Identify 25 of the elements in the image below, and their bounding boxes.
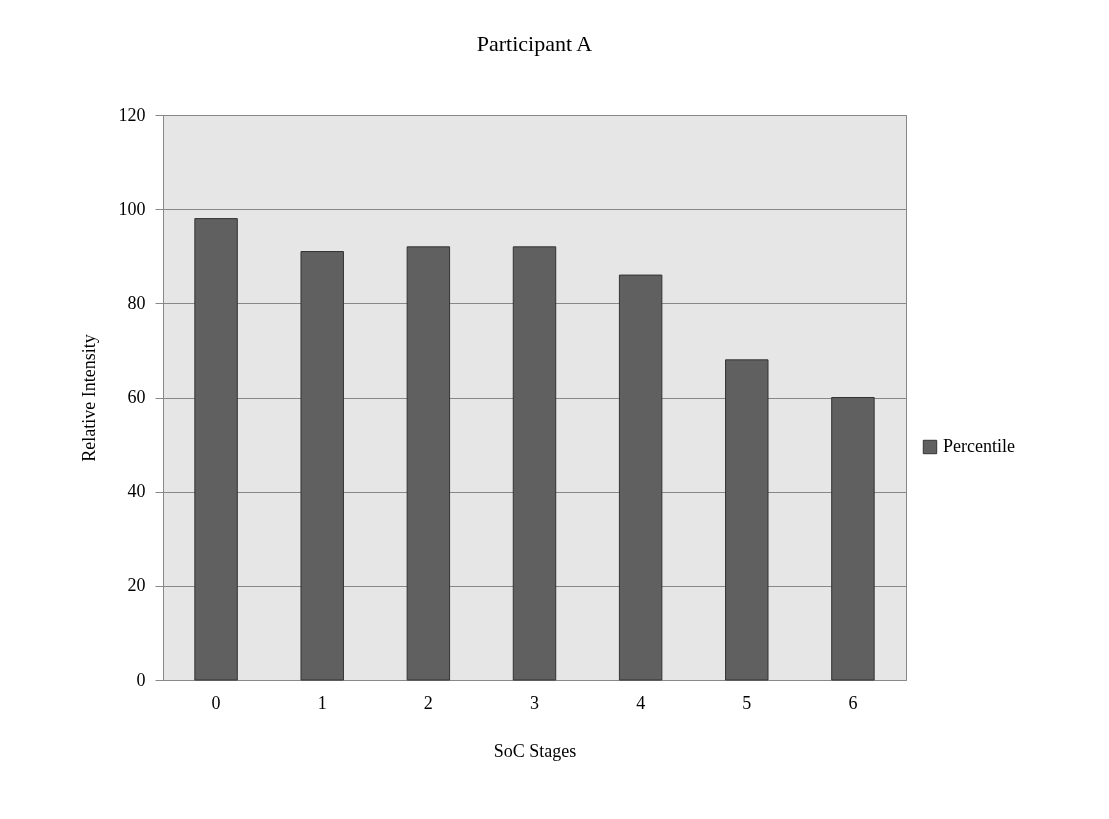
- x-tick-label: 2: [423, 692, 433, 713]
- x-tick-label: 1: [317, 692, 327, 713]
- bar: [725, 359, 769, 681]
- bar: [618, 274, 663, 681]
- bar: [512, 246, 557, 681]
- x-axis-title: SoC Stages: [493, 740, 577, 761]
- bar: [831, 397, 875, 681]
- x-tick-label: 5: [742, 692, 752, 713]
- x-tick-label: 4: [636, 692, 646, 713]
- y-axis-title: Relative Intensity: [78, 334, 99, 462]
- chart-title: Participant A: [476, 31, 593, 56]
- y-tick-label: 80: [127, 292, 146, 313]
- y-tick-label: 100: [118, 198, 146, 219]
- x-tick-label: 3: [530, 692, 539, 713]
- y-tick-label: 60: [127, 387, 146, 407]
- x-tick-label: 0: [211, 692, 221, 713]
- legend-label: Percentile: [943, 436, 1015, 456]
- x-tick-label: 6: [848, 692, 858, 713]
- y-tick-label: 20: [127, 575, 146, 596]
- bar: [406, 246, 451, 681]
- y-tick-label: 0: [136, 669, 146, 690]
- y-tick-label: 120: [118, 104, 146, 125]
- y-tick-label: 40: [127, 481, 146, 502]
- bar: [300, 251, 344, 681]
- bar: [194, 218, 238, 681]
